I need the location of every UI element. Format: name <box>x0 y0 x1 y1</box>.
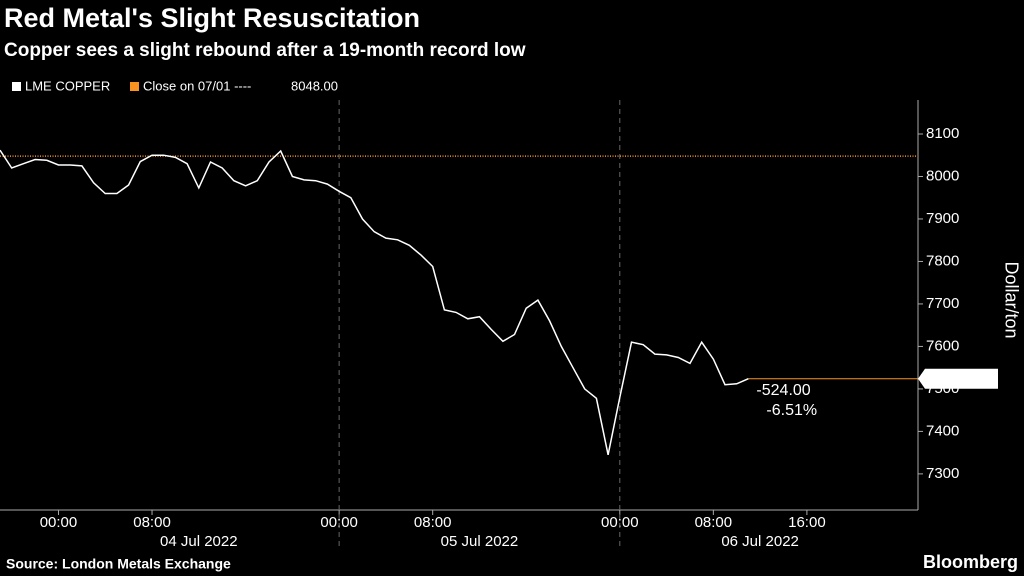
brand: Bloomberg <box>923 552 1018 572</box>
y-tick-label: 8000 <box>926 167 959 184</box>
chart-subtitle: Copper sees a slight rebound after a 19-… <box>4 40 526 61</box>
x-tick-label: 08:00 <box>695 514 733 531</box>
y-tick-label: 7400 <box>926 422 959 439</box>
x-tick-label: 08:00 <box>133 514 171 531</box>
source: Source: London Metals Exchange <box>6 556 231 572</box>
y-axis-label: Dollar/ton <box>1001 261 1021 338</box>
x-date-label: 04 Jul 2022 <box>160 533 238 550</box>
x-tick-label: 00:00 <box>40 514 78 531</box>
x-date-label: 06 Jul 2022 <box>721 533 799 550</box>
x-tick-label: 00:00 <box>320 514 358 531</box>
annotation: -6.51% <box>766 402 817 419</box>
last-value-label: 7524.00 <box>927 371 981 388</box>
x-tick-label: 16:00 <box>788 514 826 531</box>
y-tick-label: 7900 <box>926 210 959 227</box>
line-series <box>0 149 749 455</box>
y-tick-label: 7800 <box>926 252 959 269</box>
y-tick-label: 7300 <box>926 465 959 482</box>
legend-label: Close on 07/01 ---- <box>143 78 251 93</box>
legend-label: LME COPPER <box>25 78 110 93</box>
y-tick-label: 8100 <box>926 125 959 142</box>
x-tick-label: 00:00 <box>601 514 639 531</box>
y-tick-label: 7600 <box>926 337 959 354</box>
x-date-label: 05 Jul 2022 <box>441 533 519 550</box>
last-value-box <box>918 368 998 389</box>
x-tick-label: 08:00 <box>414 514 452 531</box>
legend-value: 8048.00 <box>291 78 338 93</box>
chart-title: Red Metal's Slight Resuscitation <box>4 3 420 33</box>
y-tick-label: 7700 <box>926 295 959 312</box>
legend-swatch <box>130 82 139 91</box>
annotation: -524.00 <box>756 382 810 399</box>
legend-swatch <box>12 82 21 91</box>
